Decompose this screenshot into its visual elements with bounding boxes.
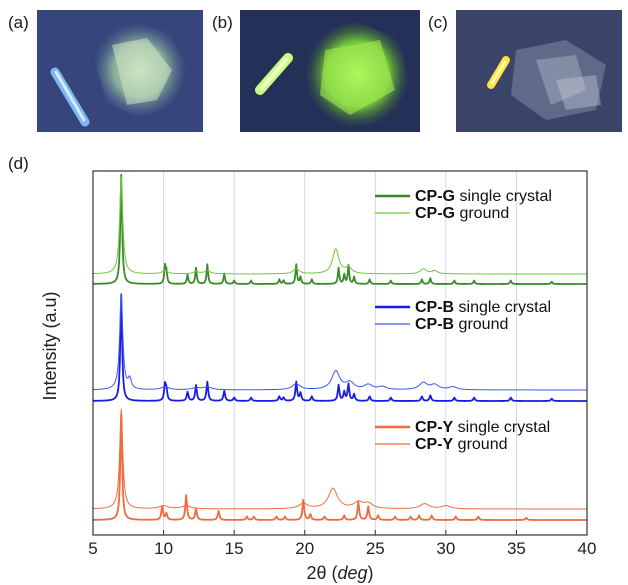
legend-label-cp-b-ground: CP-B ground <box>415 316 508 333</box>
x-tick-label-20: 20 <box>295 539 314 558</box>
panel-label-d: (d) <box>8 154 29 173</box>
panel-label-a: (a) <box>8 13 29 32</box>
chart-grid <box>163 171 517 535</box>
legend-sample-type: ground <box>453 436 507 453</box>
panel-label-b: (b) <box>212 13 233 32</box>
x-tick-label-5: 5 <box>88 539 97 558</box>
x-tick-label-40: 40 <box>578 539 597 558</box>
x-axis-ticks: 5 10 15 20 25 30 35 40 <box>88 530 596 558</box>
legend-label-cp-b-crystal: CP-B single crystal <box>415 299 551 316</box>
photo-a-cp-b-crystals <box>37 10 203 132</box>
x-axis-label-unit: deg <box>337 563 367 583</box>
legend-label-cp-g-ground: CP-G ground <box>415 205 509 222</box>
panel-label-c: (c) <box>428 13 448 32</box>
trace-cp-g-crystal <box>92 173 588 285</box>
legend-compound: CP-Y <box>415 419 454 436</box>
photo-c-cp-y-crystals <box>456 10 622 132</box>
legend-label-cp-y-ground: CP-Y ground <box>415 436 508 453</box>
legend-sample-type: single crystal <box>454 299 551 316</box>
x-tick-label-15: 15 <box>225 539 244 558</box>
photo-b-cp-g-crystals <box>240 10 420 132</box>
x-tick-label-10: 10 <box>154 539 173 558</box>
plot-frame <box>92 170 588 536</box>
legend-sample-type: ground <box>454 316 508 333</box>
trace-cp-y-ground <box>92 408 587 510</box>
x-tick-label-30: 30 <box>436 539 455 558</box>
legend-sample-type: single crystal <box>453 419 550 436</box>
chart-traces <box>92 173 588 521</box>
x-tick-label-25: 25 <box>366 539 385 558</box>
x-axis-label-main: 2θ <box>306 563 326 583</box>
y-axis-label: Intensity (a.u) <box>40 291 60 400</box>
x-tick-label-35: 35 <box>507 539 526 558</box>
x-axis-label: 2θ (deg) <box>306 563 373 583</box>
legend-sample-type: single crystal <box>455 188 552 205</box>
legend-sample-type: ground <box>455 205 509 222</box>
trace-cp-b-ground <box>92 292 587 391</box>
legend-compound: CP-Y <box>415 436 454 453</box>
trace-cp-g-ground <box>92 176 587 275</box>
legend-compound: CP-B <box>415 299 454 316</box>
trace-cp-y-crystal <box>92 412 588 521</box>
legend-compound: CP-B <box>415 316 454 333</box>
legend-label-cp-y-crystal: CP-Y single crystal <box>415 419 550 436</box>
legend-label-cp-g-crystal: CP-G single crystal <box>415 188 552 205</box>
trace-cp-b-crystal <box>92 293 588 402</box>
legend-compound: CP-G <box>415 205 455 222</box>
legend-compound: CP-G <box>415 188 455 205</box>
